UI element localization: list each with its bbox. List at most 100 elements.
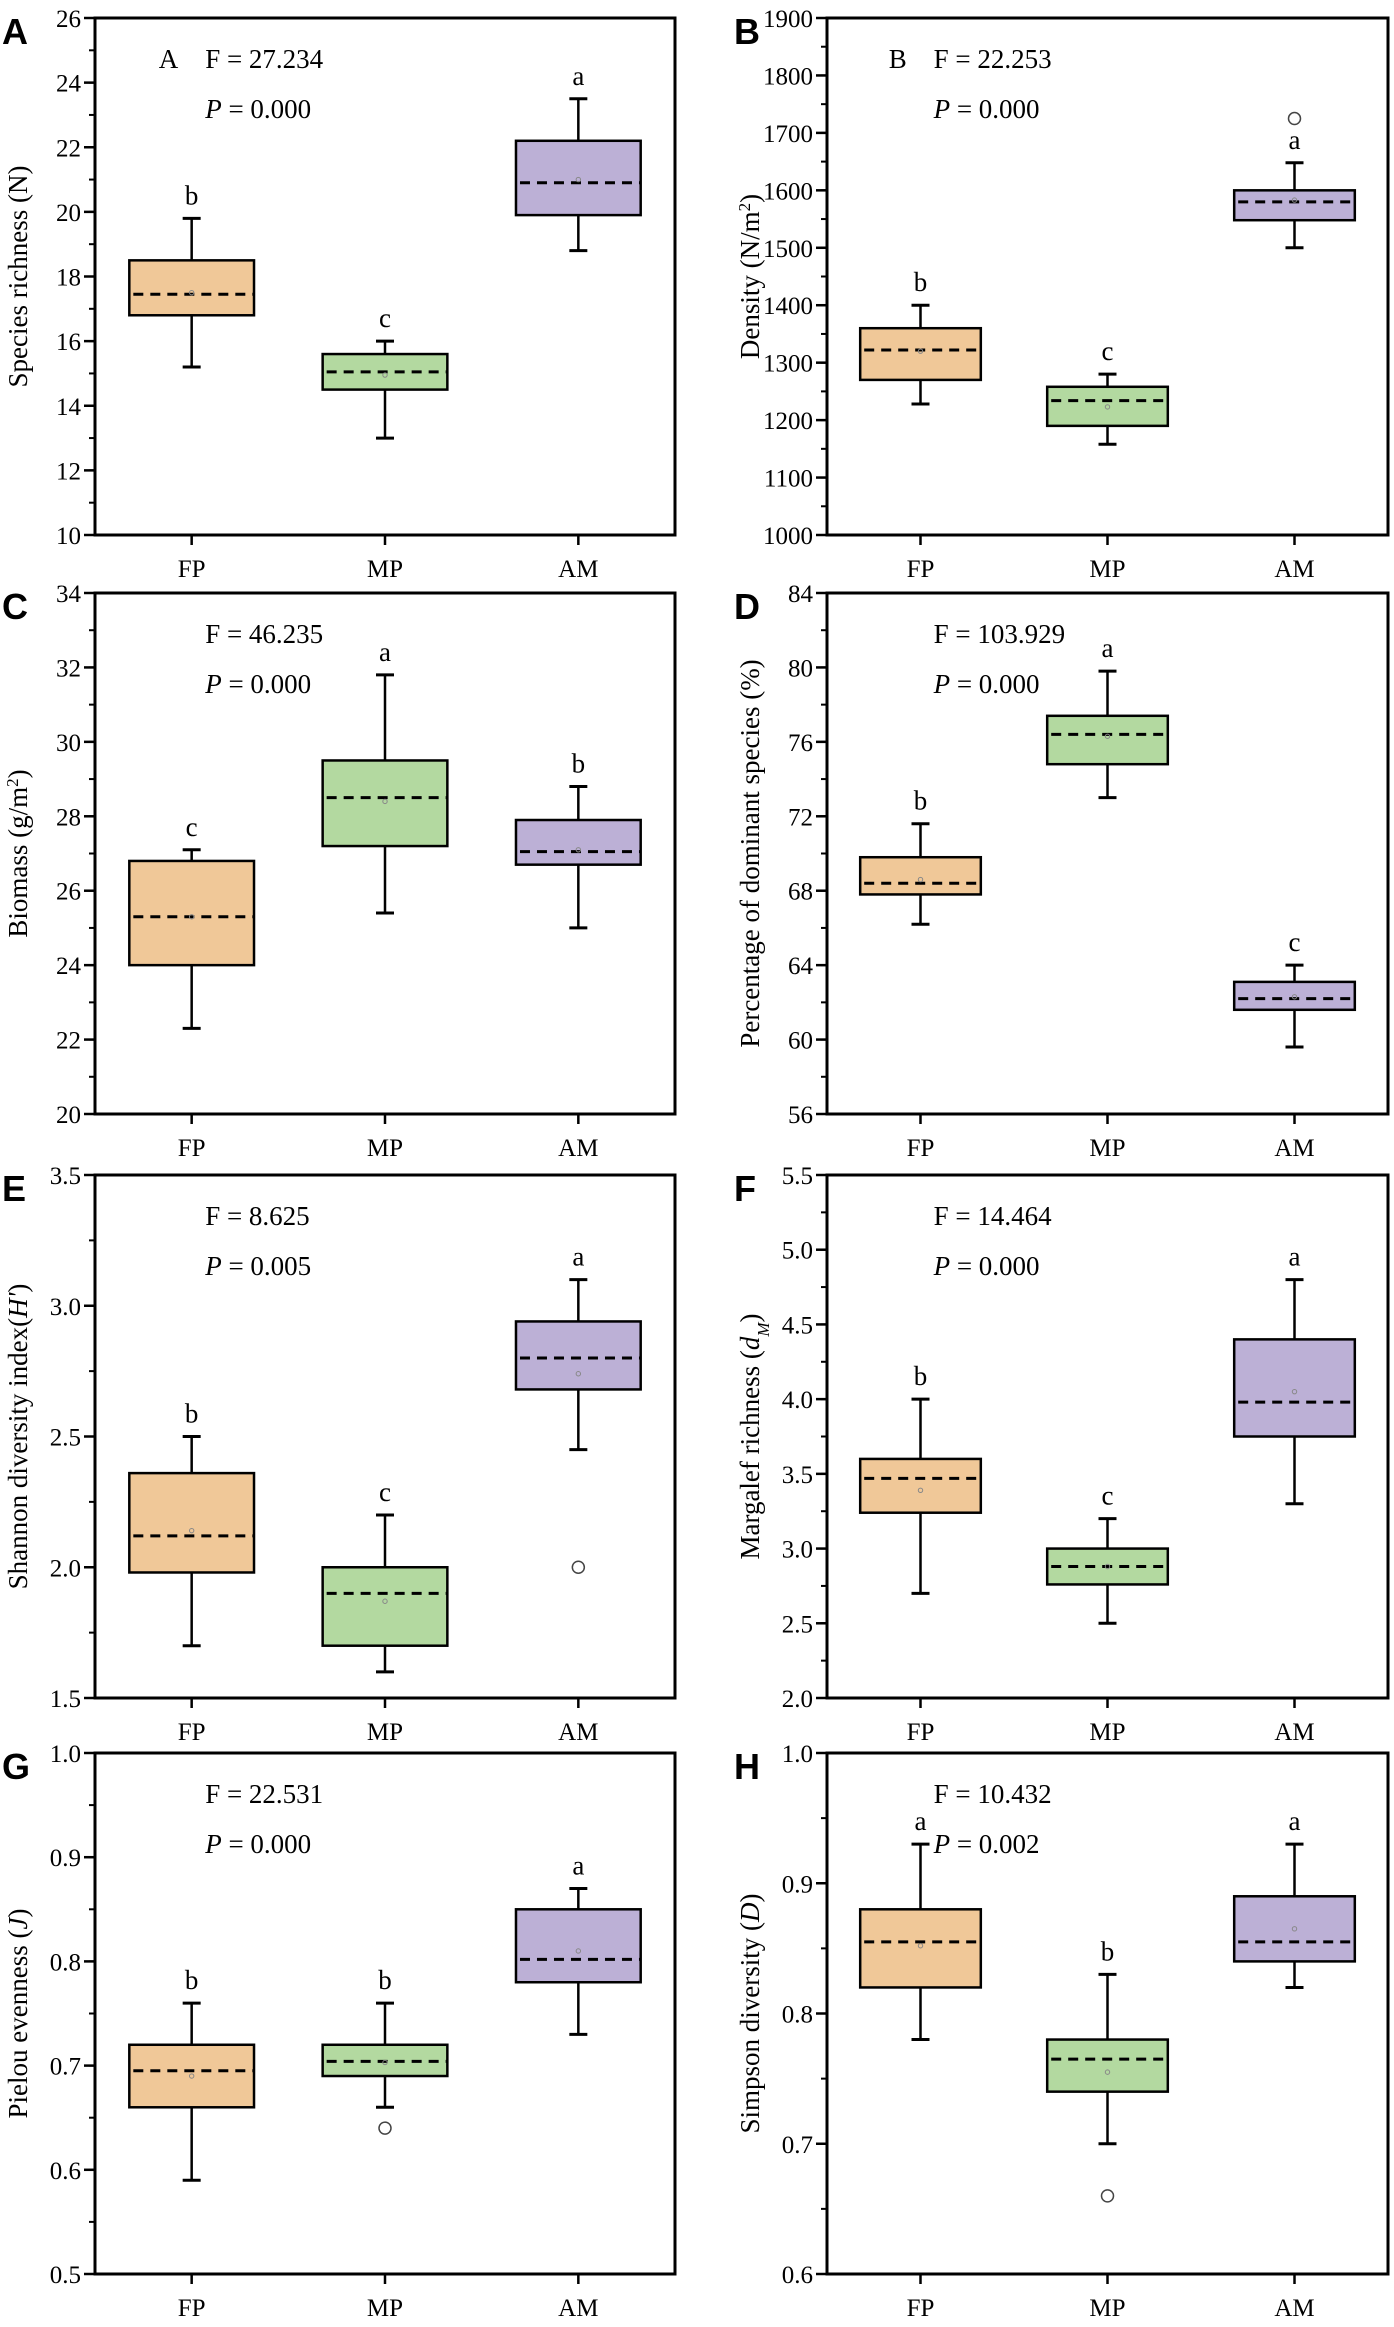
- inner-panel-label: B: [889, 44, 907, 74]
- significance-letter: c: [379, 1477, 391, 1507]
- plot-frame: [93, 1751, 677, 2276]
- p-symbol: P: [933, 1251, 951, 1281]
- mean-point: [382, 2059, 388, 2066]
- inner-panel-label: A: [159, 44, 179, 74]
- y-tick-label: 56: [788, 1102, 813, 1129]
- y-axis-label-part: D: [735, 1902, 765, 1923]
- y-axis-label-part: 2: [3, 778, 22, 787]
- y-tick-label: 3.0: [50, 1294, 81, 1321]
- box-MP: b: [321, 1965, 449, 2135]
- mean-point: [188, 2073, 195, 2079]
- box-FP: c: [128, 812, 256, 1030]
- y-axis-label-part: Simpson diversity (: [735, 1922, 765, 2134]
- y-axis-label: Simpson diversity (D): [735, 1893, 765, 2133]
- y-axis-label-part: Biomass (g/m: [3, 787, 33, 938]
- y-axis-label-part: ): [735, 194, 765, 203]
- y-tick-label: 1700: [763, 121, 813, 148]
- significance-letter: a: [915, 1806, 927, 1836]
- y-tick-label: 4.5: [782, 1312, 813, 1339]
- box-iqr: [321, 759, 449, 848]
- box-FP: a: [858, 1806, 983, 2042]
- p-value: P = 0.000: [933, 669, 1040, 699]
- y-tick-label: 26: [56, 879, 81, 906]
- box-MP: a: [1045, 633, 1170, 800]
- box-iqr: [128, 259, 256, 317]
- p-symbol: P: [204, 669, 222, 699]
- y-tick-label: 34: [56, 581, 82, 608]
- x-tick-label: FP: [178, 556, 206, 583]
- f-statistic: F = 46.235: [205, 619, 323, 649]
- y-tick-label: 1.0: [50, 1741, 81, 1768]
- y-tick-label: 0.7: [50, 2054, 81, 2081]
- y-tick-label: 80: [788, 655, 813, 682]
- mean-point: [575, 176, 582, 183]
- box-FP: b: [858, 1361, 983, 1595]
- box-iqr: [321, 1566, 449, 1647]
- y-tick-label: 1800: [763, 63, 813, 90]
- x-tick-label: FP: [907, 2295, 935, 2322]
- mean-point: [188, 289, 195, 296]
- box-MP: b: [1045, 1936, 1170, 2203]
- y-tick-label: 0.6: [782, 2262, 813, 2289]
- x-tick-label: MP: [367, 2295, 403, 2322]
- x-tick-label: MP: [367, 1719, 403, 1746]
- significance-letter: b: [914, 1361, 928, 1391]
- significance-letter: b: [1101, 1936, 1115, 1966]
- y-axis-label-part: Margalef richness (: [735, 1350, 765, 1559]
- y-tick-label: 20: [56, 1102, 81, 1129]
- y-axis-label-part: 2: [735, 203, 754, 212]
- y-axis-label-part: Shannon diversity index(: [3, 1318, 33, 1589]
- y-tick-label: 20: [56, 200, 81, 227]
- p-value-number: = 0.000: [950, 1251, 1039, 1281]
- box-iqr: [128, 859, 256, 967]
- f-statistic: F = 22.253: [934, 44, 1052, 74]
- box-iqr: [1045, 714, 1170, 766]
- y-tick-label: 5.0: [782, 1238, 813, 1265]
- y-tick-label: 1900: [763, 6, 813, 33]
- y-axis-label-part: H': [3, 1291, 33, 1318]
- y-tick-label: 84: [788, 581, 814, 608]
- panel-H: H 0.6 0.7 0.8 0.9 1.0 Simpson diversity (D) a FP…: [734, 1741, 1390, 2322]
- f-statistic: F = 14.464: [934, 1201, 1052, 1231]
- y-axis-label-part: Pielou evenness (: [3, 1930, 33, 2119]
- y-axis-label-part: M: [754, 1322, 773, 1338]
- mean-point: [917, 348, 924, 354]
- box-iqr: [514, 1320, 642, 1391]
- mean-point: [917, 876, 924, 883]
- significance-letter: a: [1289, 1242, 1301, 1272]
- y-tick-label: 0.8: [782, 2002, 813, 2029]
- y-axis-label-part: ): [3, 1909, 33, 1918]
- panel-letter: H: [734, 1746, 760, 1787]
- y-tick-label: 12: [56, 458, 81, 485]
- box-AM: a: [514, 1850, 642, 2036]
- f-statistic: F = 27.234: [205, 44, 323, 74]
- box-iqr: [514, 1908, 642, 1984]
- mean-point: [575, 1948, 582, 1954]
- box-MP: c: [321, 1477, 449, 1674]
- x-tick-label: MP: [1089, 1719, 1125, 1746]
- y-tick-label: 1.0: [782, 1741, 813, 1768]
- significance-letter: c: [379, 303, 391, 333]
- f-statistic: F = 10.432: [934, 1779, 1052, 1809]
- panel-letter: G: [2, 1746, 30, 1787]
- outlier-point: [1287, 111, 1302, 126]
- x-tick-label: AM: [1274, 1719, 1314, 1746]
- box-iqr: [1232, 189, 1357, 222]
- plot-frame: [825, 591, 1390, 1116]
- box-FP: b: [128, 1399, 256, 1648]
- y-tick-label: 18: [56, 265, 81, 292]
- y-axis-label: Pielou evenness (J): [3, 1909, 33, 2119]
- significance-letter: b: [572, 749, 586, 779]
- box-MP: c: [1045, 1481, 1170, 1625]
- y-axis-label-part: d: [735, 1336, 765, 1350]
- plot-frame: [93, 591, 677, 1116]
- y-tick-label: 72: [788, 804, 813, 831]
- y-tick-label: 1500: [763, 236, 813, 263]
- y-tick-label: 3.5: [782, 1462, 813, 1489]
- mean-point: [1104, 1563, 1111, 1570]
- p-symbol: P: [933, 94, 951, 124]
- y-axis-label: Shannon diversity index(H'): [3, 1284, 33, 1590]
- p-symbol: P: [204, 94, 222, 124]
- y-axis-label: Margalef richness (dM): [735, 1313, 773, 1559]
- p-value: P = 0.000: [933, 1251, 1040, 1281]
